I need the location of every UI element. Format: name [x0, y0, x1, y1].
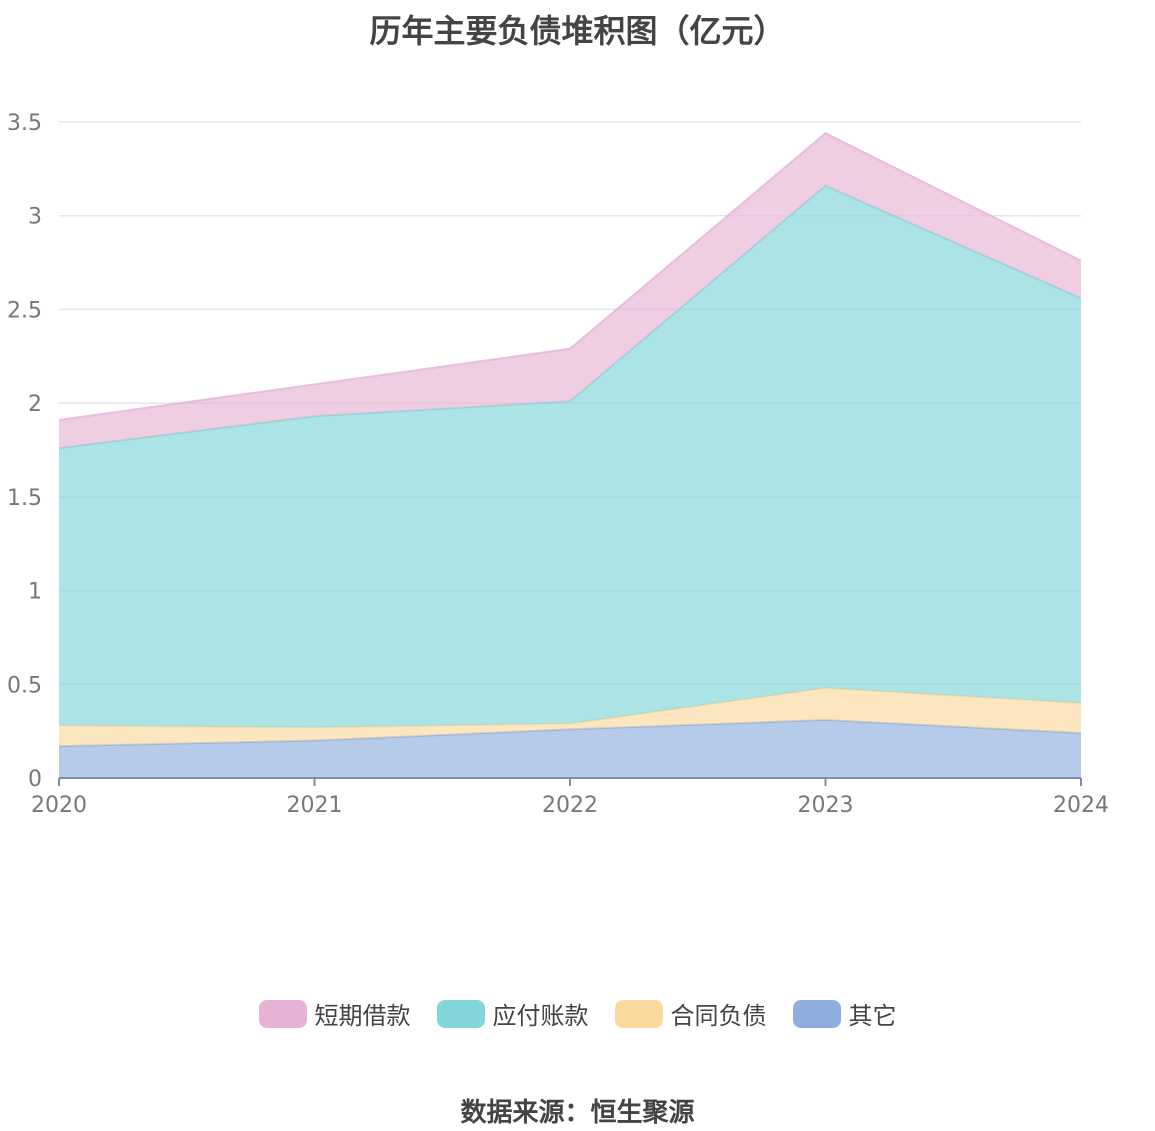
area-2	[59, 185, 1081, 728]
y-tick-label: 2	[28, 392, 42, 417]
data-source: 数据来源：恒生聚源	[460, 1098, 695, 1128]
legend-item[interactable]: 短期借款	[258, 996, 411, 1031]
y-tick-label: 2.5	[7, 298, 42, 323]
legend-swatch	[258, 999, 307, 1028]
y-tick-label: 1.5	[7, 486, 42, 511]
x-tick-label: 2020	[31, 793, 87, 818]
area-1	[59, 688, 1081, 747]
legend-label: 短期借款	[314, 1002, 411, 1030]
legend-swatch	[792, 999, 841, 1028]
legend: 短期借款 应付账款 合同负债 其它	[0, 996, 1155, 1031]
x-tick-label: 2023	[798, 793, 854, 818]
legend-label: 合同负债	[670, 1002, 767, 1030]
legend-item[interactable]: 其它	[792, 996, 897, 1031]
legend-label: 应付账款	[492, 1002, 589, 1030]
legend-item[interactable]: 应付账款	[436, 996, 589, 1031]
chart-plot: 0 0.5 1 1.5 2 2.5 3 3.5 2020 2021 2022 2023 2024	[7, 111, 1109, 818]
legend-swatch	[436, 999, 485, 1028]
legend-swatch	[614, 999, 663, 1028]
y-tick-label: 0	[28, 767, 42, 792]
y-tick-label: 3.5	[7, 111, 42, 136]
legend-label: 其它	[848, 1002, 897, 1030]
x-tick-label: 2022	[542, 793, 598, 818]
y-tick-label: 0.5	[7, 673, 42, 698]
y-tick-label: 1	[28, 580, 42, 605]
x-tick-label: 2021	[287, 793, 343, 818]
chart-title: 历年主要负债堆积图（亿元）	[369, 12, 786, 50]
series-line-3	[58, 132, 1082, 422]
x-tick-label: 2024	[1053, 793, 1109, 818]
y-tick-label: 3	[28, 205, 42, 230]
area-3	[59, 133, 1081, 449]
area-0	[59, 719, 1081, 778]
legend-item[interactable]: 合同负债	[614, 996, 767, 1031]
series-line-2	[58, 184, 1082, 450]
